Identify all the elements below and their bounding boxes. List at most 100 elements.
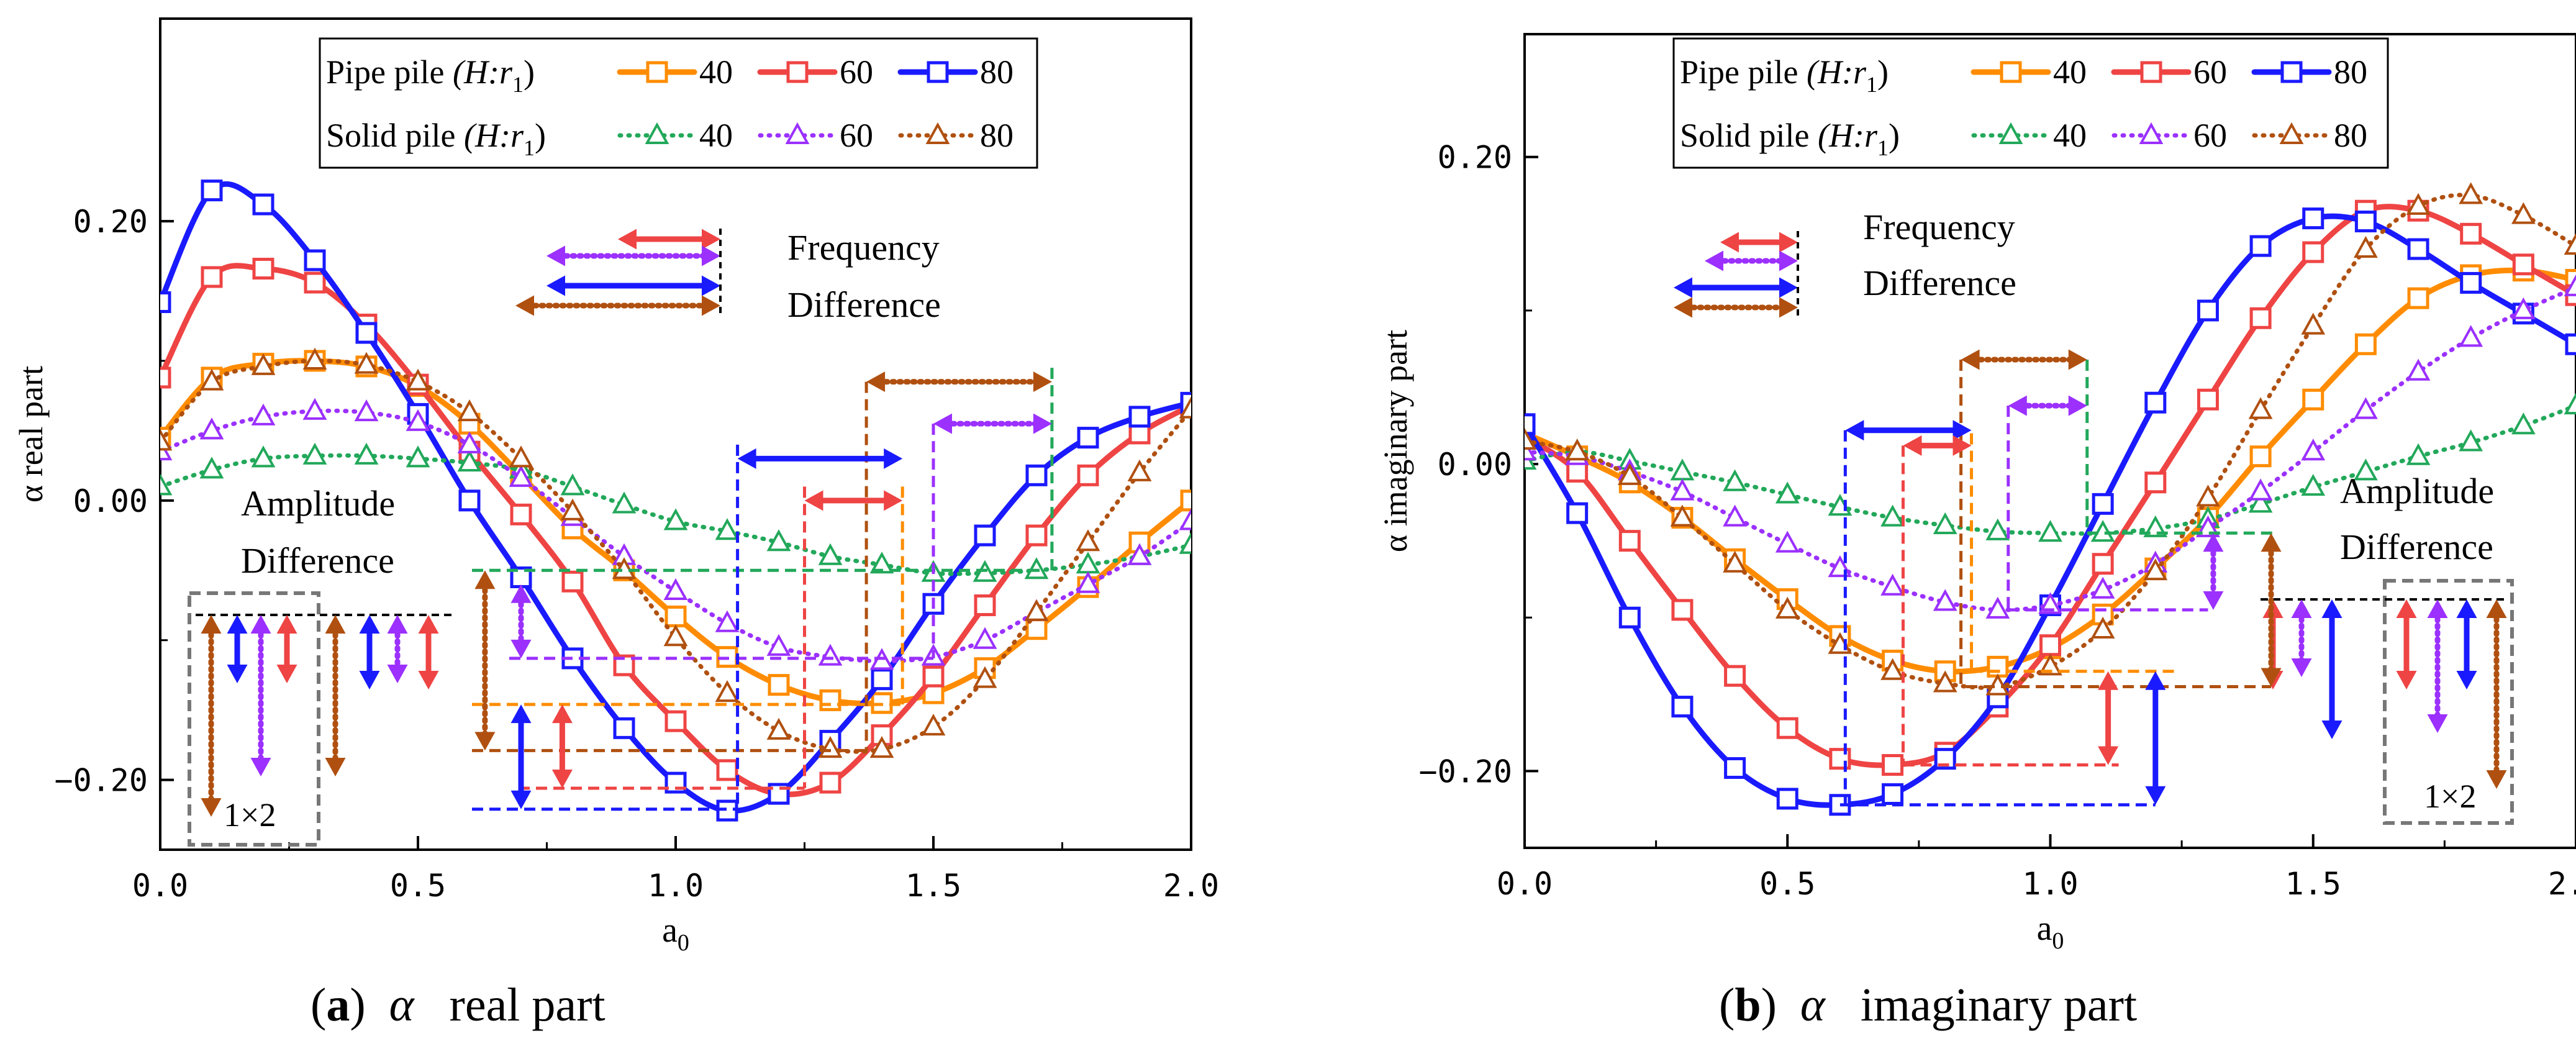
freq-key-arrow-60-head-left xyxy=(618,229,637,250)
freq-arrow-solid-80-b-head-left xyxy=(1961,349,1980,370)
data-point xyxy=(663,624,688,647)
x-tick-label: 1.5 xyxy=(905,868,961,904)
amp-arrow-pipe-80-head-up xyxy=(510,704,532,724)
amp-key-pipe-60-head-up xyxy=(276,615,297,634)
amp-key-solid-60-c-head-up xyxy=(2427,599,2448,618)
data-point xyxy=(302,442,327,465)
data-point xyxy=(1670,504,1695,527)
data-point xyxy=(2248,478,2273,501)
data-point xyxy=(2197,299,2219,322)
data-point xyxy=(1723,504,1747,527)
freq-key-arrow-solid-80-head-left xyxy=(515,295,534,316)
amp-arrow-solid-60-b-head-up xyxy=(2203,533,2224,552)
data-point xyxy=(1180,489,1191,512)
freq-arrow-solid-60-b-head-left xyxy=(2008,395,2027,416)
data-point xyxy=(2090,576,2115,599)
legend-entry-label: 60 xyxy=(2193,53,2227,91)
amp-diff-pipe-60-head-up xyxy=(418,615,439,634)
legend-entry-label: 40 xyxy=(699,53,733,91)
freq-arrow-pipe-60-head-right xyxy=(884,490,903,511)
data-point xyxy=(304,271,326,294)
data-point xyxy=(1618,606,1641,629)
data-point xyxy=(1987,655,2009,678)
data-point xyxy=(1671,599,1694,621)
x-tick-label: 0.0 xyxy=(1497,866,1553,902)
legend-entry-label: 60 xyxy=(840,53,873,91)
data-point xyxy=(819,771,841,794)
data-point xyxy=(766,634,791,656)
data-point xyxy=(1128,406,1151,428)
data-point xyxy=(1880,573,1905,596)
freq-arrow-solid-80-head-left xyxy=(866,371,886,393)
data-point xyxy=(2302,241,2324,263)
data-point xyxy=(766,717,791,740)
data-point xyxy=(160,291,171,313)
data-point xyxy=(818,543,843,565)
x-tick-label: 0.0 xyxy=(132,868,188,904)
caption-b: (b) α imaginary part xyxy=(1719,979,2138,1031)
caption-b-text: imaginary part xyxy=(1860,979,2138,1031)
data-point xyxy=(1618,530,1641,552)
data-point xyxy=(2248,397,2273,419)
amp-key-solid-80-head-down xyxy=(201,798,222,817)
x-tick-label: 1.0 xyxy=(2022,866,2078,902)
frequency-label-line2-b: Difference xyxy=(1863,263,2016,303)
data-point xyxy=(819,689,841,711)
legend-solid-label: Solid pile (H:r1) xyxy=(1680,117,1900,160)
freq-key-arrow-60-head-right xyxy=(702,229,720,250)
data-point xyxy=(304,249,326,271)
legend-marker xyxy=(786,61,809,83)
data-point xyxy=(2354,333,2377,355)
data-point xyxy=(1776,788,1798,810)
amp-diff-solid-60-head-up xyxy=(387,615,408,634)
legend-entry-label: 60 xyxy=(840,117,873,154)
amp-diff-pipe-80-head-up xyxy=(359,615,380,634)
amp-key-solid-60-head-up xyxy=(250,615,271,634)
data-point xyxy=(1566,502,1589,524)
data-point xyxy=(2301,474,2326,496)
data-point xyxy=(1776,717,1798,739)
amp-key-pipe-80-head-down xyxy=(227,665,248,683)
data-point xyxy=(1076,552,1100,574)
amplitude-label-line2-b: Difference xyxy=(2340,527,2493,567)
amp-diff-solid-60-head-down xyxy=(387,665,408,683)
caption-b-letter: b xyxy=(1735,979,1761,1031)
data-point xyxy=(2302,207,2324,230)
data-point xyxy=(1077,464,1099,486)
legend-marker xyxy=(646,61,668,83)
data-point xyxy=(922,665,945,688)
data-point xyxy=(2301,439,2326,461)
freq-arrow-solid-80-head-right xyxy=(1033,371,1052,393)
data-point xyxy=(2038,592,2062,614)
data-point xyxy=(199,417,224,440)
freq-key-arrow-solid-80-b-head-right xyxy=(1779,297,1798,318)
data-point xyxy=(561,570,584,593)
series-line-solid-pile-40 xyxy=(1525,403,2576,536)
caption-b-symbol: α xyxy=(1800,979,1825,1031)
data-point xyxy=(2511,297,2536,319)
data-point xyxy=(974,594,996,616)
data-point xyxy=(2143,515,2168,537)
data-point xyxy=(1670,458,1695,481)
amp-key-solid-60-c-head-down xyxy=(2427,714,2448,733)
y-tick-label: −0.20 xyxy=(54,763,148,799)
amp-arrow-solid-80-head-up xyxy=(474,570,496,589)
data-point xyxy=(1933,670,1957,693)
amplitude-label-line2: Difference xyxy=(241,540,394,581)
data-point xyxy=(2090,616,2115,639)
data-point xyxy=(160,473,173,496)
amp-key-pipe-60-head-down xyxy=(276,665,297,683)
freq-arrow-pipe-80-head-left xyxy=(737,448,756,469)
freq-key-arrow-80-b-head-left xyxy=(1674,277,1692,298)
data-point xyxy=(2092,493,2114,515)
y-tick-label: −0.20 xyxy=(1418,753,1512,789)
amp-key-pipe-80-b-head-up xyxy=(2321,599,2342,618)
data-point xyxy=(1525,413,1536,435)
y-axis-label: α imaginary part xyxy=(1377,330,1414,552)
freq-arrow-solid-60-b-head-right xyxy=(2068,395,2087,416)
data-point xyxy=(2354,211,2377,233)
series-line-solid-pile-80 xyxy=(1525,193,2576,690)
data-point xyxy=(2406,443,2431,465)
data-point xyxy=(974,524,996,547)
data-point xyxy=(302,347,327,370)
